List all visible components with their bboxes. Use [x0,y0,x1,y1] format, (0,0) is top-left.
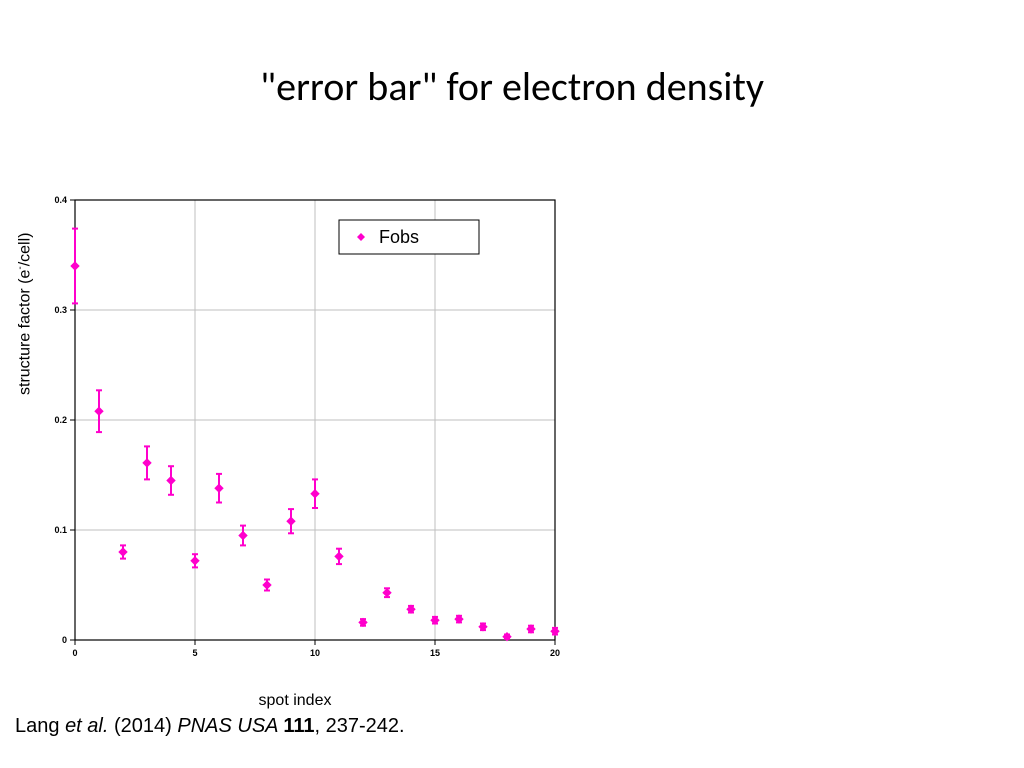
slide-root: "error bar" for electron density 0 5 10 15 2… [0,0,1024,768]
slide-title: "error bar" for electron density [0,62,1024,111]
svg-text:15: 15 [430,648,440,658]
citation-author: Lang [15,715,65,737]
citation-pages: , 237-242. [315,715,405,737]
ylabel-sup: - [15,266,26,269]
citation: Lang et al. (2014) PNAS USA 111, 237-242… [15,715,405,738]
citation-volume: 111 [283,715,314,737]
ylabel-pre: structure factor (e [16,270,33,395]
chart-container: 0510152000.10.20.30.4Fobs structure fact… [25,195,565,675]
svg-text:0.3: 0.3 [54,305,67,315]
svg-text:0: 0 [62,635,67,645]
svg-text:0.4: 0.4 [54,195,67,205]
citation-year: (2014) [108,715,177,737]
svg-text:0.2: 0.2 [54,415,67,425]
svg-text:Fobs: Fobs [379,227,419,247]
citation-journal: PNAS USA [177,715,283,737]
svg-text:5: 5 [192,648,197,658]
citation-etal: et al. [65,715,108,737]
svg-text:20: 20 [550,648,560,658]
errorbar-chart: 0 5 10 15 20 0 0.1 0.2 0.3 0.4 Fobs [25,195,565,670]
svg-text:10: 10 [310,648,320,658]
svg-text:0: 0 [72,648,77,658]
y-axis-label: structure factor (e-/cell) [15,233,34,396]
x-axis-label: spot index [25,692,565,710]
svg-text:0.1: 0.1 [54,525,67,535]
ylabel-post: /cell) [16,233,33,267]
